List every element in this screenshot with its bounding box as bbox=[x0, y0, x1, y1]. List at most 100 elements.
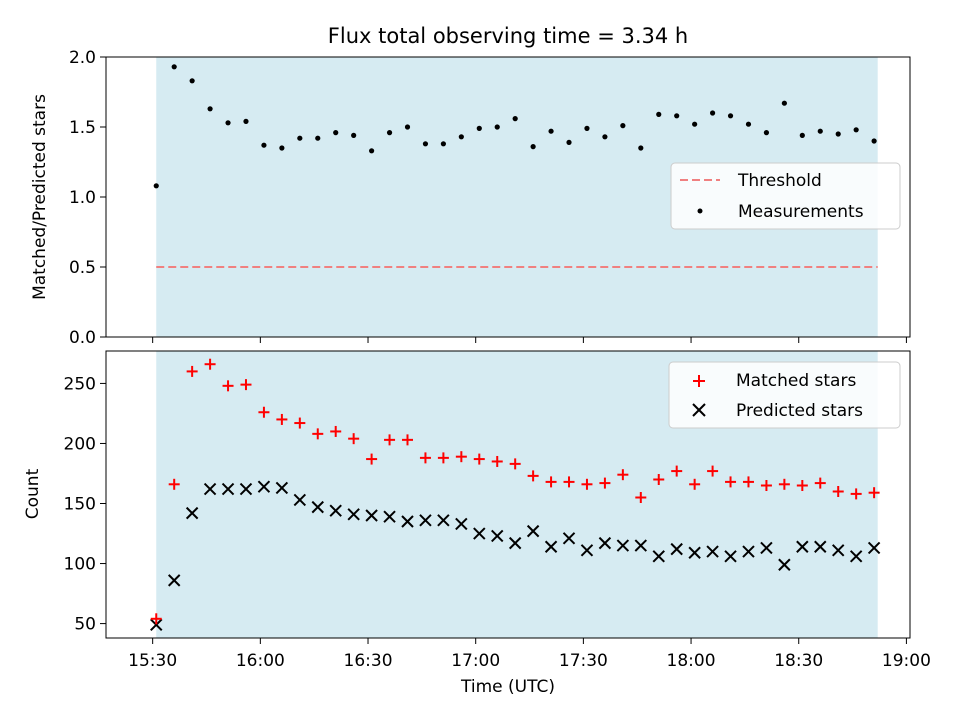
measurement-point bbox=[763, 130, 770, 136]
measurement-point bbox=[512, 116, 518, 122]
bottom-panel: 50 100 150 200 250 15:30 16:00 16:30 17:00 17:30… bbox=[23, 350, 931, 697]
measurement-point bbox=[351, 132, 357, 138]
predicted-point-stroke bbox=[634, 539, 648, 552]
predicted-point-stroke bbox=[706, 545, 719, 558]
predicted-point-stroke bbox=[437, 514, 450, 527]
legend-measurements-label: Measurements bbox=[738, 202, 864, 222]
predicted-point-stroke bbox=[419, 514, 432, 527]
measurement-point bbox=[853, 127, 859, 133]
measurement-point bbox=[171, 64, 177, 70]
predicted-point-stroke bbox=[616, 539, 630, 552]
measurement-point bbox=[602, 134, 608, 140]
measurement-point bbox=[333, 130, 339, 136]
matched-point bbox=[617, 469, 629, 481]
measurement-point bbox=[692, 121, 698, 127]
measurement-point bbox=[225, 120, 231, 126]
matched-point bbox=[276, 413, 288, 425]
matched-point bbox=[707, 465, 719, 477]
matched-point bbox=[437, 452, 449, 464]
predicted-point bbox=[491, 529, 504, 543]
predicted-point bbox=[652, 550, 665, 563]
matched-point bbox=[150, 613, 162, 625]
measurement-point bbox=[243, 118, 249, 124]
top-y-tick-label: 1.0 bbox=[69, 188, 96, 208]
measurement-point bbox=[386, 130, 393, 136]
matched-point bbox=[832, 485, 844, 497]
predicted-point bbox=[275, 481, 289, 495]
predicted-point-stroke bbox=[796, 540, 809, 553]
measurement-point bbox=[835, 131, 841, 137]
predicted-point bbox=[401, 515, 414, 528]
predicted-point-stroke bbox=[867, 541, 881, 555]
measurement-point bbox=[781, 100, 787, 106]
top-y-tick-label: 0.5 bbox=[69, 258, 96, 278]
predicted-point-stroke bbox=[688, 546, 701, 559]
predicted-point bbox=[329, 504, 342, 517]
x-tick-label: 19:00 bbox=[882, 651, 931, 671]
predicted-point-stroke bbox=[742, 545, 755, 558]
measurement-point bbox=[620, 123, 626, 129]
top-y-tick-label: 0.0 bbox=[69, 328, 96, 348]
predicted-point bbox=[526, 524, 540, 538]
predicted-point-stroke bbox=[670, 542, 683, 556]
predicted-point-stroke bbox=[365, 509, 378, 522]
matched-point bbox=[222, 380, 234, 392]
legend-matched-swatch bbox=[693, 375, 705, 387]
predicted-point-stroke bbox=[491, 529, 504, 543]
predicted-point bbox=[293, 493, 307, 507]
x-tick-label: 17:30 bbox=[559, 651, 608, 671]
predicted-point bbox=[616, 539, 630, 552]
bottom-y-axis-label: Count bbox=[23, 468, 43, 519]
top-plot-marks bbox=[153, 64, 878, 268]
predicted-point bbox=[347, 508, 360, 521]
predicted-point bbox=[760, 541, 773, 555]
measurement-point bbox=[799, 132, 805, 138]
predicted-point bbox=[742, 545, 755, 558]
matched-point bbox=[796, 479, 808, 491]
predicted-point-stroke bbox=[598, 536, 612, 550]
predicted-point bbox=[257, 480, 271, 493]
matched-point bbox=[850, 488, 862, 500]
x-axis-label: Time (UTC) bbox=[460, 677, 555, 697]
measurement-point bbox=[297, 135, 303, 141]
x-tick-label: 18:00 bbox=[667, 651, 716, 671]
predicted-point bbox=[221, 482, 235, 496]
matched-point bbox=[725, 476, 737, 488]
predicted-point-stroke bbox=[329, 504, 342, 517]
predicted-point bbox=[455, 517, 468, 531]
matched-point bbox=[509, 458, 521, 470]
predicted-point bbox=[473, 527, 486, 540]
measurement-point bbox=[727, 113, 734, 119]
predicted-point bbox=[203, 482, 217, 496]
matched-point bbox=[384, 434, 396, 446]
matched-point bbox=[455, 451, 467, 463]
top-legend-box bbox=[670, 162, 901, 230]
matched-point bbox=[366, 453, 378, 465]
predicted-point-stroke bbox=[652, 550, 665, 563]
matched-point bbox=[419, 452, 431, 464]
matched-point bbox=[330, 425, 342, 437]
predicted-point-stroke bbox=[221, 482, 235, 496]
predicted-point-stroke bbox=[347, 508, 360, 521]
predicted-point bbox=[562, 532, 576, 545]
legend-predicted-swatch bbox=[692, 403, 706, 417]
chart-title: Flux total observing time = 3.34 h bbox=[328, 24, 688, 48]
predicted-point bbox=[796, 540, 809, 553]
predicted-point bbox=[634, 539, 648, 552]
predicted-point-stroke bbox=[724, 550, 737, 563]
bottom-legend: Matched stars Predicted stars bbox=[668, 361, 901, 429]
matched-point bbox=[204, 358, 216, 370]
bottom-axes-frame bbox=[105, 350, 911, 639]
predicted-point bbox=[437, 514, 450, 527]
predicted-point bbox=[814, 540, 827, 553]
matched-point bbox=[689, 478, 701, 490]
measurement-point bbox=[548, 128, 554, 134]
matched-point bbox=[240, 379, 252, 391]
measurement-point bbox=[189, 78, 195, 84]
predicted-point-stroke bbox=[455, 517, 468, 531]
matched-point bbox=[742, 476, 754, 488]
predicted-point-stroke bbox=[275, 481, 289, 495]
predicted-point-stroke bbox=[849, 550, 863, 563]
bottom-x-axis: 15:30 16:00 16:30 17:00 17:30 18:00 18:30 19:00 bbox=[128, 638, 931, 671]
predicted-point bbox=[832, 544, 845, 557]
